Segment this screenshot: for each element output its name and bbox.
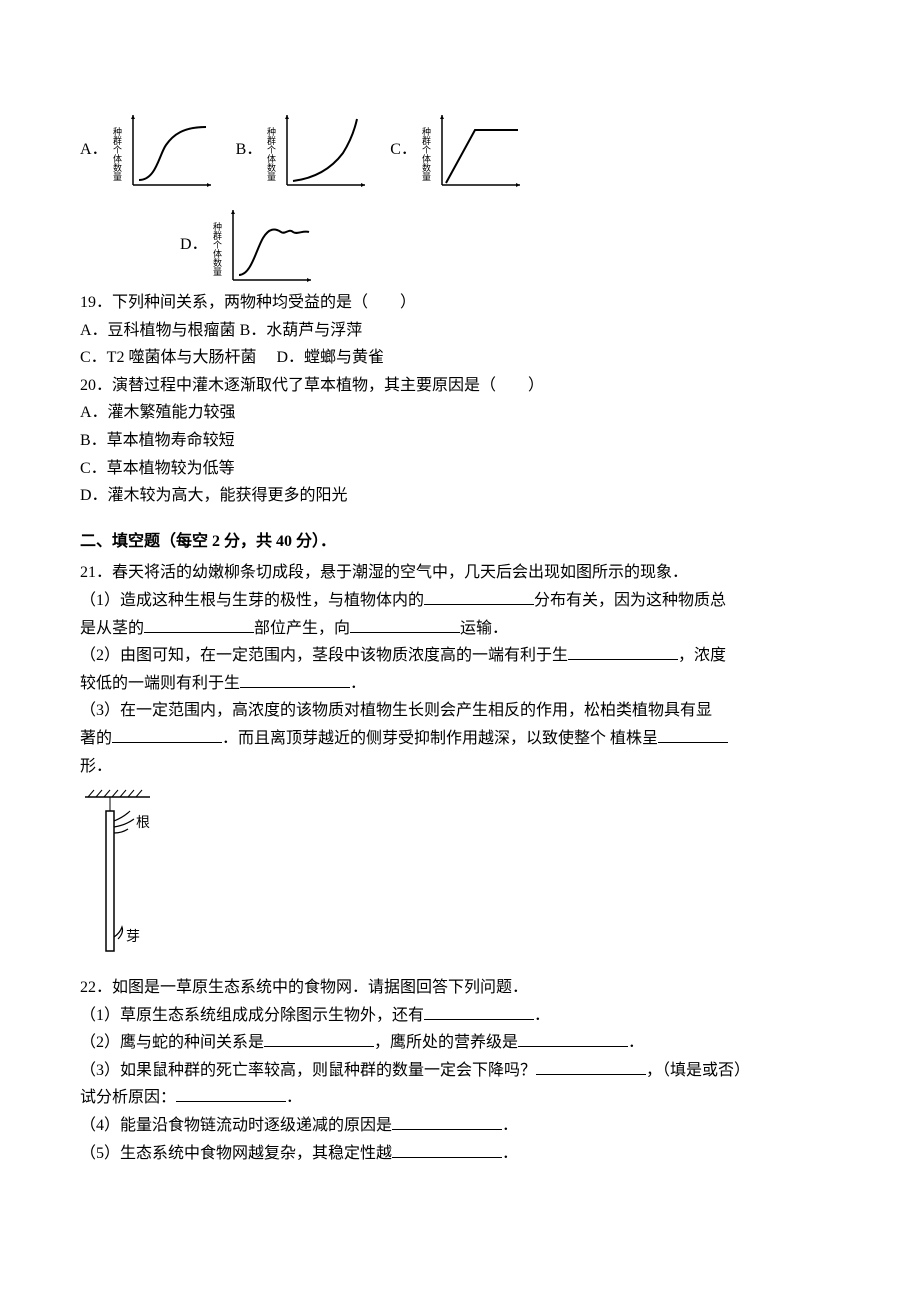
q22-p2: （2）鹰与蛇的种间关系是 ，鹰所处的营养级是 ． xyxy=(80,1030,840,1056)
svg-text:根: 根 xyxy=(136,815,150,831)
q22-p2a: （2）鹰与蛇的种间关系是 xyxy=(80,1034,264,1051)
q22-p4a: （4）能量沿食物链流动时逐级递减的原因是 xyxy=(80,1117,392,1134)
q22-p5b: ． xyxy=(502,1145,518,1162)
q20-opt-a: A．灌木繁殖能力较强 xyxy=(80,400,840,426)
q21-p2-line1: （2）由图可知，在一定范围内，茎段中该物质浓度高的一端有利于生 ，浓度 xyxy=(80,643,840,669)
option-c-label: C． xyxy=(390,137,417,163)
q21-stem: 21．春天将活的幼嫩柳条切成段，悬于潮湿的空气中，几天后会出现如图所示的现象． xyxy=(80,560,840,586)
section2-title: 二、填空题（每空 2 分，共 40 分）． xyxy=(80,529,840,555)
q21-p3c: ．而且离顶芽越近的侧芽受抑制作用越深，以致使整个 植株呈 xyxy=(222,730,658,747)
q19-opt-b: B．水葫芦与浮萍 xyxy=(240,322,363,339)
chart-c: 种群个体数量 xyxy=(420,105,525,195)
q21-p2-line2: 较低的一端则有利于生 ． xyxy=(80,671,840,697)
blank[interactable] xyxy=(112,727,222,743)
q21-p3-line2: 著的 ．而且离顶芽越近的侧芽受抑制作用越深，以致使整个 植株呈 xyxy=(80,726,840,752)
blank[interactable] xyxy=(392,1114,502,1130)
chart-option-a: A． 种群个体数量 xyxy=(80,105,216,195)
blank[interactable] xyxy=(518,1031,628,1047)
q22-p1b: ． xyxy=(534,1007,550,1024)
blank[interactable] xyxy=(424,589,534,605)
chart-option-c: C． 种群个体数量 xyxy=(390,105,525,195)
q21-p2c: 较低的一端则有利于生 xyxy=(80,675,240,692)
svg-text:种群个体数量: 种群个体数量 xyxy=(112,126,122,181)
q21-p1a: （1）造成这种生根与生芽的极性，与植物体内的 xyxy=(80,592,424,609)
q22-p1: （1）草原生态系统组成成分除图示生物外，还有 ． xyxy=(80,1003,840,1029)
q22-p5: （5）生态系统中食物网越复杂，其稳定性越 ． xyxy=(80,1141,840,1167)
svg-text:种群个体数量: 种群个体数量 xyxy=(266,126,276,181)
blank[interactable] xyxy=(424,1004,534,1020)
branch-figure: 根 芽 xyxy=(80,787,840,967)
blank[interactable] xyxy=(658,727,728,743)
q22-p3-line2: 试分析原因： ． xyxy=(80,1085,840,1111)
q22-p1a: （1）草原生态系统组成成分除图示生物外，还有 xyxy=(80,1007,424,1024)
q20-opt-c: C．草本植物较为低等 xyxy=(80,456,840,482)
chart-options-row-2: D． 种群个体数量 xyxy=(180,200,840,290)
q19-opt-c: C．T2 噬菌体与大肠杆菌 xyxy=(80,349,256,366)
q20-opt-d: D．灌木较为高大，能获得更多的阳光 xyxy=(80,483,840,509)
q21-p1d: 部位产生，向 xyxy=(254,620,350,637)
q20-opt-b: B．草本植物寿命较短 xyxy=(80,428,840,454)
chart-option-b: B． 种群个体数量 xyxy=(236,105,371,195)
blank[interactable] xyxy=(568,644,678,660)
q21-p1e: 运输． xyxy=(460,620,508,637)
svg-text:芽: 芽 xyxy=(126,929,140,945)
q21-p3-line3: 形． xyxy=(80,754,840,780)
q20-stem: 20．演替过程中灌木逐渐取代了草本植物，其主要原因是（ ） xyxy=(80,373,840,399)
option-a-label: A． xyxy=(80,137,108,163)
q21-p3-line1: （3）在一定范围内，高浓度的该物质对植物生长则会产生相反的作用，松柏类植物具有显 xyxy=(80,698,840,724)
blank[interactable] xyxy=(264,1031,374,1047)
q22-p3b: ，（填是或否） xyxy=(646,1062,750,1079)
q22-stem: 22．如图是一草原生态系统中的食物网．请据图回答下列问题． xyxy=(80,975,840,1001)
q19-opt-a: A．豆科植物与根瘤菌 xyxy=(80,322,236,339)
q21-p1c: 是从茎的 xyxy=(80,620,144,637)
chart-options-row-1: A． 种群个体数量 B． 种群个体数量 xyxy=(80,105,840,195)
blank[interactable] xyxy=(240,672,350,688)
option-b-label: B． xyxy=(236,137,263,163)
option-d-label: D． xyxy=(180,232,208,258)
q21-p1-line1: （1）造成这种生根与生芽的极性，与植物体内的 分布有关，因为这种物质总 xyxy=(80,588,840,614)
q21-p1-line2: 是从茎的 部位产生，向 运输． xyxy=(80,616,840,642)
blank[interactable] xyxy=(392,1142,502,1158)
q22-p4b: ． xyxy=(502,1117,518,1134)
chart-d: 种群个体数量 xyxy=(211,200,316,290)
chart-a: 种群个体数量 xyxy=(111,105,216,195)
q21-p3b: 著的 xyxy=(80,730,112,747)
q22-p4: （4）能量沿食物链流动时逐级递减的原因是 ． xyxy=(80,1113,840,1139)
blank[interactable] xyxy=(144,617,254,633)
blank[interactable] xyxy=(176,1086,286,1102)
q22-p3a: （3）如果鼠种群的死亡率较高，则鼠种群的数量一定会下降吗？ xyxy=(80,1062,536,1079)
q19-options-cd: C．T2 噬菌体与大肠杆菌 D．螳螂与黄雀 xyxy=(80,345,840,371)
q22-p5a: （5）生态系统中食物网越复杂，其稳定性越 xyxy=(80,1145,392,1162)
q22-p3c: 试分析原因： xyxy=(80,1089,176,1106)
chart-b: 种群个体数量 xyxy=(265,105,370,195)
q22-p2b: ，鹰所处的营养级是 xyxy=(374,1034,518,1051)
blank[interactable] xyxy=(536,1059,646,1075)
chart-option-d: D． 种群个体数量 xyxy=(180,200,316,290)
q19-stem: 19．下列种间关系，两物种均受益的是（ ） xyxy=(80,290,840,316)
blank[interactable] xyxy=(350,617,460,633)
svg-text:种群个体数量: 种群个体数量 xyxy=(212,221,222,276)
q19-options-ab: A．豆科植物与根瘤菌 B．水葫芦与浮萍 xyxy=(80,318,840,344)
q22-p3d: ． xyxy=(286,1089,302,1106)
q21-p2a: （2）由图可知，在一定范围内，茎段中该物质浓度高的一端有利于生 xyxy=(80,647,568,664)
q21-p1b: 分布有关，因为这种物质总 xyxy=(534,592,726,609)
q21-p2d: ． xyxy=(350,675,366,692)
q22-p2c: ． xyxy=(628,1034,644,1051)
q19-opt-d: D．螳螂与黄雀 xyxy=(276,349,384,366)
q21-p2b: ，浓度 xyxy=(678,647,726,664)
svg-text:种群个体数量: 种群个体数量 xyxy=(421,126,431,181)
q22-p3-line1: （3）如果鼠种群的死亡率较高，则鼠种群的数量一定会下降吗？ ，（填是或否） xyxy=(80,1058,840,1084)
